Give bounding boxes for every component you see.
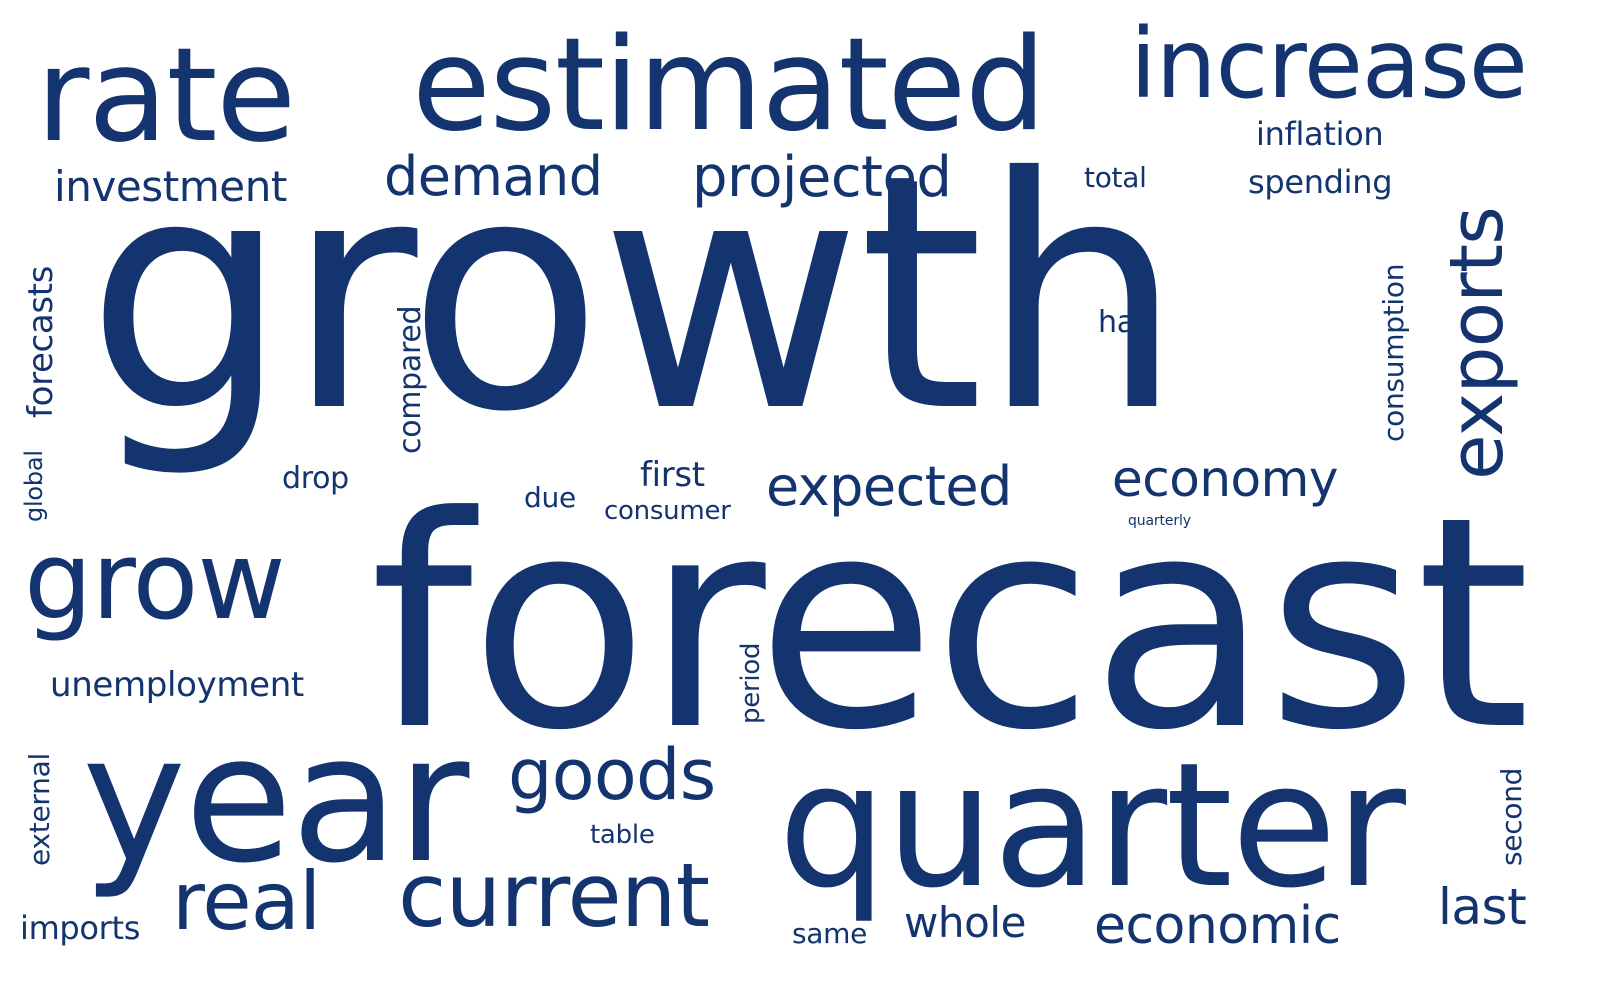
word-projected: projected: [692, 145, 952, 210]
word-investment: investment: [54, 162, 287, 211]
word-drop: drop: [282, 461, 349, 496]
word-quarter: quarter: [778, 725, 1406, 926]
word-total: total: [1084, 161, 1147, 194]
word-compared: compared: [393, 305, 428, 454]
word-goods: goods: [508, 734, 716, 816]
word-consumer: consumer: [604, 496, 731, 526]
word-half: half: [1098, 305, 1154, 340]
word-forecast: forecast: [370, 454, 1530, 794]
word-first: first: [640, 455, 705, 495]
word-quarterly: quarterly: [1128, 513, 1191, 529]
word-unemployment: unemployment: [50, 665, 304, 705]
word-spending: spending: [1248, 163, 1393, 201]
word-same: same: [792, 917, 868, 950]
word-current: current: [398, 844, 710, 947]
word-economic: economic: [1094, 896, 1341, 956]
word-global: global: [20, 450, 48, 522]
word-consumption: consumption: [1377, 263, 1410, 442]
word-rate: rate: [36, 19, 296, 171]
word-imports: imports: [20, 909, 141, 947]
word-exports: exports: [1434, 206, 1520, 480]
word-economy: economy: [1112, 450, 1338, 508]
word-grow: grow: [24, 519, 286, 644]
word-period: period: [736, 642, 766, 724]
word-estimated: estimated: [412, 11, 1046, 160]
word-growth: growth: [86, 110, 1183, 482]
word-external: external: [23, 753, 56, 866]
word-due: due: [524, 481, 576, 514]
word-table: table: [590, 820, 655, 850]
word-inflation: inflation: [1256, 115, 1384, 153]
word-real: real: [172, 855, 321, 948]
word-increase: increase: [1130, 8, 1528, 120]
word-second: second: [1495, 767, 1528, 866]
word-expected: expected: [766, 455, 1012, 518]
word-forecasts: forecasts: [21, 265, 61, 418]
word-last: last: [1438, 878, 1527, 936]
word-demand: demand: [384, 145, 603, 208]
word-whole: whole: [904, 898, 1027, 947]
word-year: year: [82, 697, 469, 902]
